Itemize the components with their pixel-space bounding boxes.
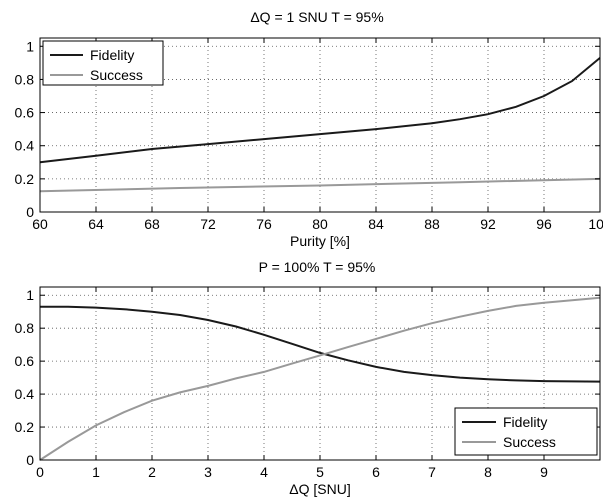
y-tick-label: 0.2 [15, 171, 35, 187]
x-tick-label: 72 [200, 216, 216, 232]
x-tick-label: 3 [204, 464, 212, 480]
y-tick-label: 0.8 [15, 71, 35, 87]
x-tick-label: 9 [540, 464, 548, 480]
x-tick-label: 60 [32, 216, 48, 232]
x-ticks: 0 1 2 3 4 5 6 7 8 9 [36, 287, 548, 480]
series-layer [39, 57, 601, 193]
series-line-success [39, 177, 601, 193]
y-ticks: 0 0.2 0.4 0.6 0.8 1 [15, 38, 600, 220]
x-tick-label: 92 [480, 216, 496, 232]
series-layer [39, 296, 601, 461]
x-tick-label: 76 [256, 216, 272, 232]
chart-title: ΔQ = 1 SNU T = 95% [250, 9, 383, 25]
x-tick-label: 8 [484, 464, 492, 480]
y-tick-label: 0.4 [15, 138, 35, 154]
x-tick-label: 64 [88, 216, 104, 232]
x-tick-label: 2 [148, 464, 156, 480]
y-tick-label: 1 [26, 38, 34, 54]
x-tick-label: 88 [424, 216, 440, 232]
y-tick-label: 0.6 [15, 105, 35, 121]
chart-title: P = 100% T = 95% [259, 259, 376, 275]
y-tick-label: 0.4 [15, 386, 35, 402]
series-line-fidelity [40, 305, 601, 383]
x-tick-label: 7 [428, 464, 436, 480]
legend-label-success: Success [503, 434, 556, 450]
legend-label-success: Success [90, 67, 143, 83]
x-tick-label: 84 [368, 216, 384, 232]
legend: Fidelity Success [42, 40, 164, 86]
x-axis-label: ΔQ [SNU] [289, 481, 350, 497]
legend-label-fidelity: Fidelity [503, 414, 547, 430]
chart-delta-q: P = 100% T = 95% 0 1 2 3 4 5 6 7 8 9 0 0.2 0.4 0.6 0.… [15, 259, 601, 497]
legend-box [42, 40, 164, 86]
y-ticks: 0 0.2 0.4 0.6 0.8 1 [15, 287, 600, 468]
x-tick-label: 5 [316, 464, 324, 480]
x-tick-label: 1 [92, 464, 100, 480]
y-tick-label: 0 [26, 452, 34, 468]
legend-box [454, 407, 598, 456]
x-ticks: 60 64 68 72 76 80 84 88 92 96 100 [32, 38, 603, 232]
x-tick-label: 0 [36, 464, 44, 480]
y-tick-label: 0 [26, 204, 34, 220]
chart-purity: ΔQ = 1 SNU T = 95% 60 64 68 72 76 80 84 88 92 96 1… [15, 9, 603, 249]
series-line-success [39, 296, 601, 461]
x-axis-label: Purity [%] [290, 233, 350, 249]
y-tick-label: 1 [26, 287, 34, 303]
legend-label-fidelity: Fidelity [90, 47, 134, 63]
y-tick-label: 0.2 [15, 419, 35, 435]
y-tick-label: 0.8 [15, 320, 35, 336]
x-tick-label: 80 [312, 216, 328, 232]
x-tick-label: 96 [536, 216, 552, 232]
x-tick-label: 68 [144, 216, 160, 232]
x-tick-label: 4 [260, 464, 268, 480]
series-line-fidelity [39, 57, 601, 164]
y-tick-label: 0.6 [15, 353, 35, 369]
x-tick-label: 6 [372, 464, 380, 480]
x-tick-label: 100 [588, 216, 603, 232]
legend: Fidelity Success [454, 407, 598, 456]
